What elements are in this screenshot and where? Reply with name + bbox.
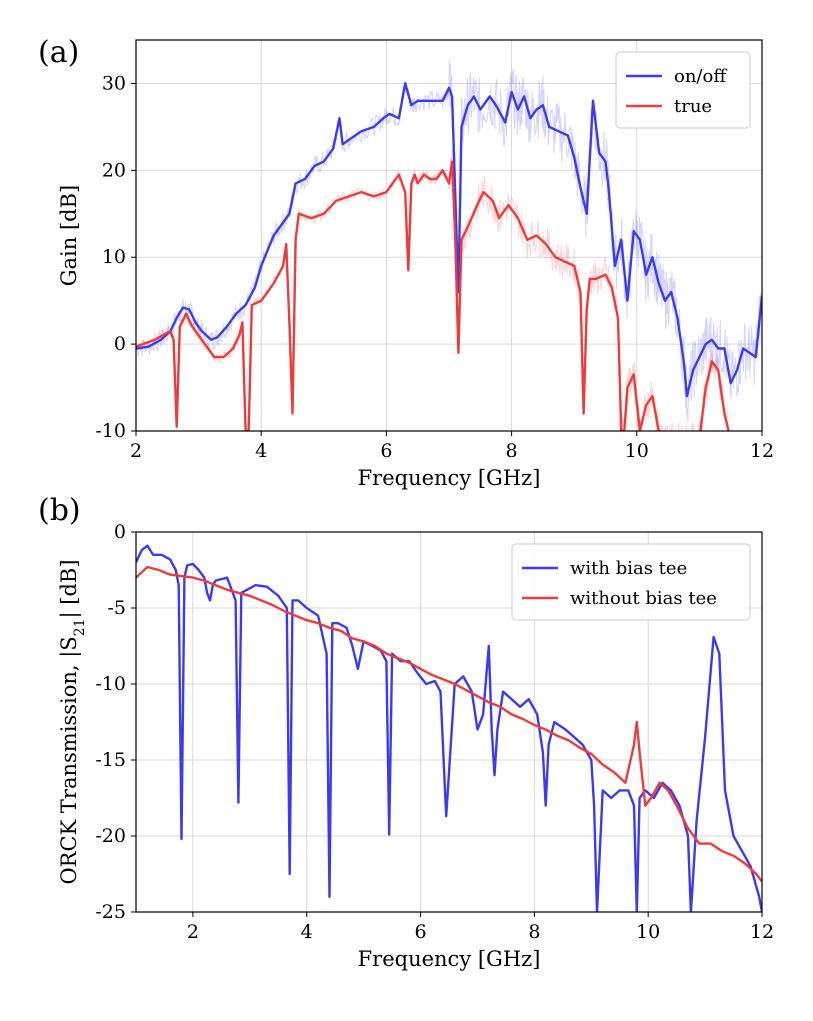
x-tick-label-5: 12: [750, 921, 774, 943]
panel-b-y-axis-label: ORCK Transmission, |S21| [dB]: [57, 559, 88, 884]
x-tick-label-2: 6: [380, 440, 392, 462]
series-line-on-off: [136, 82, 762, 398]
panel-b-x-axis-label: Frequency [GHz]: [358, 947, 541, 971]
x-tick-label-4: 10: [625, 440, 649, 462]
series-line-true: [136, 160, 730, 431]
panel-b-x-ticks: 2 4 6 8 10 12: [187, 912, 774, 943]
series-line-with-bias-tee: [136, 544, 762, 912]
legend-box: [615, 51, 751, 129]
panel-a-plot-frame: [135, 39, 763, 432]
x-tick-label-3: 8: [506, 440, 518, 462]
legend-label-0: on/off: [674, 66, 727, 87]
legend-label-1: without bias tee: [570, 588, 717, 609]
panel-a-y-ticks: -10 0 10 20 30: [95, 72, 136, 442]
series-line-without-bias-tee: [136, 565, 762, 883]
y-tick-label-4: -5: [107, 597, 126, 619]
y-tick-label-2: -15: [95, 749, 126, 771]
x-tick-label-2: 6: [414, 921, 426, 943]
panel-b-plot-frame: [135, 531, 763, 913]
panel-a-series: [136, 82, 762, 431]
y-tick-label-5: 0: [114, 521, 126, 543]
panel-b-label: (b): [38, 493, 81, 528]
panel-b: (b) 2 4 6 8 10 12 -25 -20 -15 -10 -5 0 Frequency […: [38, 493, 774, 971]
y-tick-label-1: 0: [114, 333, 126, 355]
panel-b-legend: with bias tee without bias tee: [511, 543, 751, 621]
y-tick-label-0: -10: [95, 420, 126, 442]
y-tick-label-1: -20: [95, 825, 126, 847]
y-tick-label-0: -25: [95, 901, 126, 923]
y-tick-label-4: 30: [102, 72, 126, 94]
x-tick-label-1: 4: [255, 440, 267, 462]
raw-trace-true: [136, 148, 730, 431]
y-tick-label-3: -10: [95, 673, 126, 695]
panel-a-label: (a): [38, 35, 79, 70]
legend-box: [511, 543, 751, 621]
panel-a-x-axis-label: Frequency [GHz]: [358, 466, 541, 490]
x-tick-label-1: 4: [301, 921, 313, 943]
panel-a-legend: on/off true: [615, 51, 751, 129]
panel-a-y-axis-label: Gain [dB]: [57, 185, 81, 286]
y-tick-label-2: 10: [102, 246, 126, 268]
panel-b-series: [136, 544, 762, 912]
legend-label-0: with bias tee: [570, 558, 687, 579]
panel-a-x-ticks: 2 4 6 8 10 12: [130, 431, 774, 462]
x-tick-label-3: 8: [528, 921, 540, 943]
panel-b-y-ticks: -25 -20 -15 -10 -5 0: [95, 521, 136, 923]
y-tick-label-3: 20: [102, 159, 126, 181]
x-tick-label-0: 2: [187, 921, 199, 943]
x-tick-label-5: 12: [750, 440, 774, 462]
x-tick-label-4: 10: [636, 921, 660, 943]
x-tick-label-0: 2: [130, 440, 142, 462]
legend-label-1: true: [674, 96, 712, 117]
